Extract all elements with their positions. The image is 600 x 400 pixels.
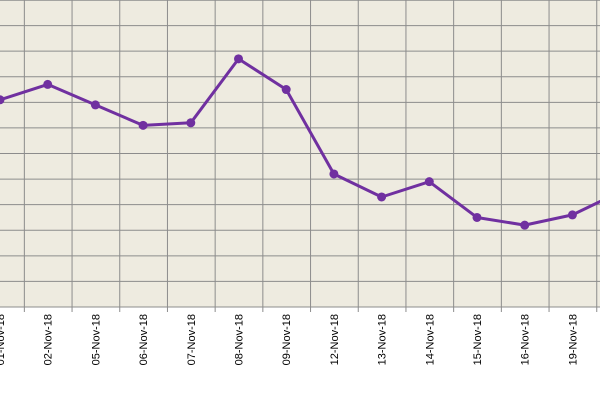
series-line xyxy=(0,57,600,227)
x-tick-label: 15-Nov-18 xyxy=(472,314,484,365)
data-point xyxy=(472,212,482,222)
x-tick-label: 12-Nov-18 xyxy=(329,314,341,365)
data-point xyxy=(567,210,577,220)
data-point xyxy=(281,85,291,95)
x-tick-label: 16-Nov-18 xyxy=(520,314,532,365)
x-tick-label: 06-Nov-18 xyxy=(138,314,150,365)
x-tick-label: 19-Nov-18 xyxy=(567,314,579,365)
x-tick-label: 01-Nov-18 xyxy=(0,314,7,365)
x-tick-label: 08-Nov-18 xyxy=(234,314,246,365)
data-point xyxy=(186,118,196,128)
data-point xyxy=(0,95,5,105)
data-point xyxy=(520,220,530,230)
x-tick-label: 14-Nov-18 xyxy=(424,314,436,365)
x-tick-labels: 01-Nov-18 02-Nov-18 05-Nov-18 06-Nov-18 07-N… xyxy=(0,314,579,365)
data-points xyxy=(0,54,577,230)
x-tick-label: 05-Nov-18 xyxy=(90,314,102,365)
data-point xyxy=(424,177,434,187)
data-point xyxy=(377,192,387,202)
data-point xyxy=(43,79,53,89)
data-point xyxy=(138,120,148,130)
x-tick-label: 02-Nov-18 xyxy=(43,314,55,365)
x-tick-label: 13-Nov-18 xyxy=(377,314,389,365)
x-tick-label: 07-Nov-18 xyxy=(186,314,198,365)
x-tick-marks xyxy=(23,307,598,312)
horizontal-gridlines xyxy=(0,25,600,282)
data-point xyxy=(329,169,339,179)
data-point xyxy=(234,54,243,64)
data-point xyxy=(90,100,100,110)
x-tick-label: 09-Nov-18 xyxy=(281,314,293,365)
